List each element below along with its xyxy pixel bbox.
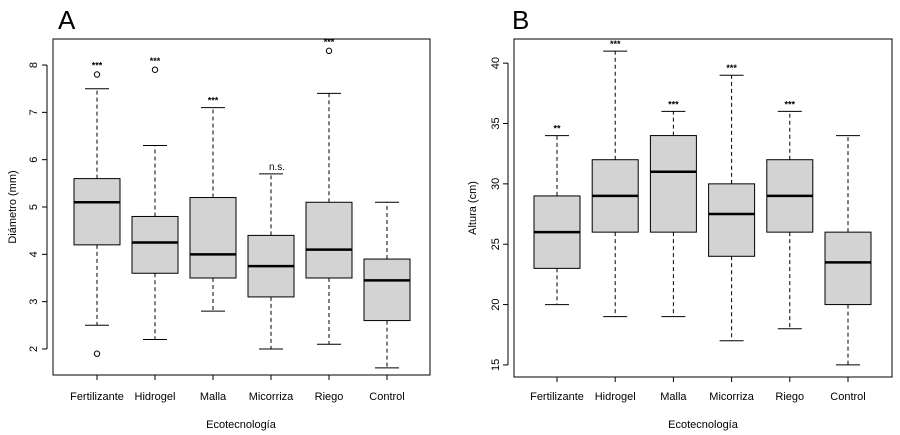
x-tick-label: Malla [200,391,227,403]
x-tick-label: Riego [775,391,804,403]
panel-b-height: B Ecotecnología Altura (cm) 15 20 25 30 35 40… [467,5,893,431]
x-tick-label: Hidrogel [135,391,176,403]
significance-label: *** [726,63,737,73]
panel-label: B [512,5,529,35]
outlier-point [325,47,333,55]
significance-label: *** [324,37,335,47]
box-iqr [708,183,756,257]
x-tick-label: Malla [660,391,687,403]
y-tick-label: 20 [490,298,502,310]
x-tick-label: Fertilizante [530,391,584,403]
y-tick-label: 40 [490,57,502,69]
box-iqr [363,258,411,322]
box-hidrogel: *** [131,56,179,341]
box-iqr [824,231,872,306]
box-iqr [649,135,697,233]
significance-label: *** [92,60,103,70]
significance-label: n.s. [269,162,285,173]
x-tick-label: Control [830,391,865,403]
box-malla: *** [189,96,237,312]
box-malla: *** [649,99,697,318]
outlier-point [93,350,101,357]
plot-frame [513,38,893,378]
box-fertilizante: ** [533,124,581,306]
panel-label: A [58,5,76,35]
y-tick-label: 6 [28,157,40,163]
y-axis-label: Altura (cm) [467,181,479,235]
outlier-point [93,71,101,78]
outlier-point [151,66,159,73]
panel-a-diameter: A Ecotecnología Diámetro (mm) 2 3 4 5 6 7 8 ***… [7,5,431,431]
box-control [363,201,411,369]
significance-label: *** [150,56,161,66]
x-tick-label: Control [369,391,404,403]
significance-label: *** [785,99,796,109]
y-tick-label: 35 [490,117,502,129]
box-iqr [131,215,179,274]
y-axis-label: Diámetro (mm) [7,170,19,243]
box-hidrogel: *** [591,39,639,318]
box-riego: *** [305,37,353,345]
y-tick-label: 30 [490,178,502,190]
y-tick-label: 8 [28,62,40,68]
box-iqr [73,178,121,246]
y-tick-label: 4 [28,251,40,257]
significance-label: *** [668,99,679,109]
box-iqr [305,201,353,279]
y-tick-label: 15 [490,359,502,371]
y-tick-label: 25 [490,238,502,250]
x-axis-label: Ecotecnología [206,419,277,431]
box-control [824,135,872,366]
x-tick-label: Micorriza [709,391,754,403]
y-tick-label: 7 [28,109,40,115]
box-fertilizante: *** [73,60,121,357]
box-iqr [189,197,237,279]
y-tick-label: 5 [28,204,40,210]
significance-label: *** [208,96,219,106]
box-riego: *** [766,99,814,330]
x-axis-label: Ecotecnología [668,419,739,431]
x-tick-label: Riego [315,391,344,403]
box-micorriza: n.s. [247,162,295,350]
x-tick-label: Hidrogel [595,391,636,403]
x-tick-label: Micorriza [249,391,294,403]
x-tick-label: Fertilizante [70,391,124,403]
box-micorriza: *** [708,63,756,342]
y-tick-label: 3 [28,299,40,305]
significance-label: ** [553,124,561,134]
y-tick-label: 2 [28,346,40,352]
significance-label: *** [610,39,621,49]
plot-frame [52,38,431,376]
